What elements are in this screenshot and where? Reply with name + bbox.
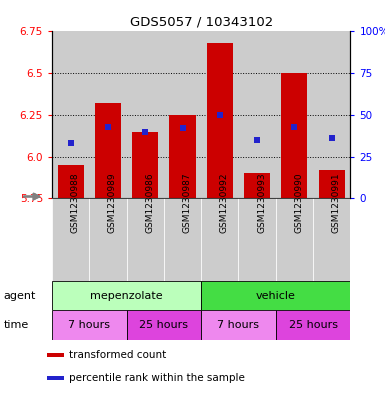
- Text: 25 hours: 25 hours: [288, 320, 338, 330]
- Bar: [164, 198, 201, 281]
- Bar: [313, 198, 350, 281]
- Bar: [244, 173, 270, 198]
- Text: 25 hours: 25 hours: [139, 320, 188, 330]
- Text: time: time: [4, 320, 29, 330]
- Bar: [169, 115, 196, 198]
- Bar: [281, 73, 308, 198]
- Title: GDS5057 / 10343102: GDS5057 / 10343102: [129, 16, 273, 29]
- Text: agent: agent: [4, 291, 36, 301]
- Bar: [95, 103, 121, 198]
- Bar: [127, 198, 164, 281]
- Bar: [47, 376, 64, 380]
- Bar: [89, 198, 127, 281]
- Bar: [319, 170, 345, 198]
- Bar: [201, 31, 238, 198]
- Text: mepenzolate: mepenzolate: [90, 291, 163, 301]
- Bar: [127, 31, 164, 198]
- Bar: [207, 43, 233, 198]
- Text: GSM1230989: GSM1230989: [108, 172, 117, 233]
- Text: 7 hours: 7 hours: [218, 320, 259, 330]
- Text: percentile rank within the sample: percentile rank within the sample: [69, 373, 244, 383]
- Text: GSM1230991: GSM1230991: [332, 172, 341, 233]
- Bar: [89, 31, 127, 198]
- Bar: [313, 31, 350, 198]
- Text: vehicle: vehicle: [256, 291, 296, 301]
- Bar: [238, 31, 276, 198]
- Bar: [132, 132, 158, 198]
- Bar: [47, 353, 64, 357]
- Text: GSM1230988: GSM1230988: [70, 172, 80, 233]
- Bar: [52, 198, 89, 281]
- Bar: [276, 198, 313, 281]
- Text: GSM1230986: GSM1230986: [145, 172, 154, 233]
- Text: GSM1230987: GSM1230987: [182, 172, 191, 233]
- Bar: [52, 31, 89, 198]
- Bar: [58, 165, 84, 198]
- Bar: [201, 281, 350, 310]
- Bar: [201, 198, 238, 281]
- Bar: [276, 310, 350, 340]
- Text: GSM1230993: GSM1230993: [257, 172, 266, 233]
- Text: 7 hours: 7 hours: [68, 320, 110, 330]
- Bar: [127, 310, 201, 340]
- Text: GSM1230990: GSM1230990: [295, 172, 303, 233]
- Bar: [52, 281, 201, 310]
- Bar: [276, 31, 313, 198]
- Bar: [238, 198, 276, 281]
- Bar: [52, 310, 127, 340]
- Bar: [164, 31, 201, 198]
- Text: transformed count: transformed count: [69, 350, 166, 360]
- Bar: [201, 310, 276, 340]
- Text: GSM1230992: GSM1230992: [220, 173, 229, 233]
